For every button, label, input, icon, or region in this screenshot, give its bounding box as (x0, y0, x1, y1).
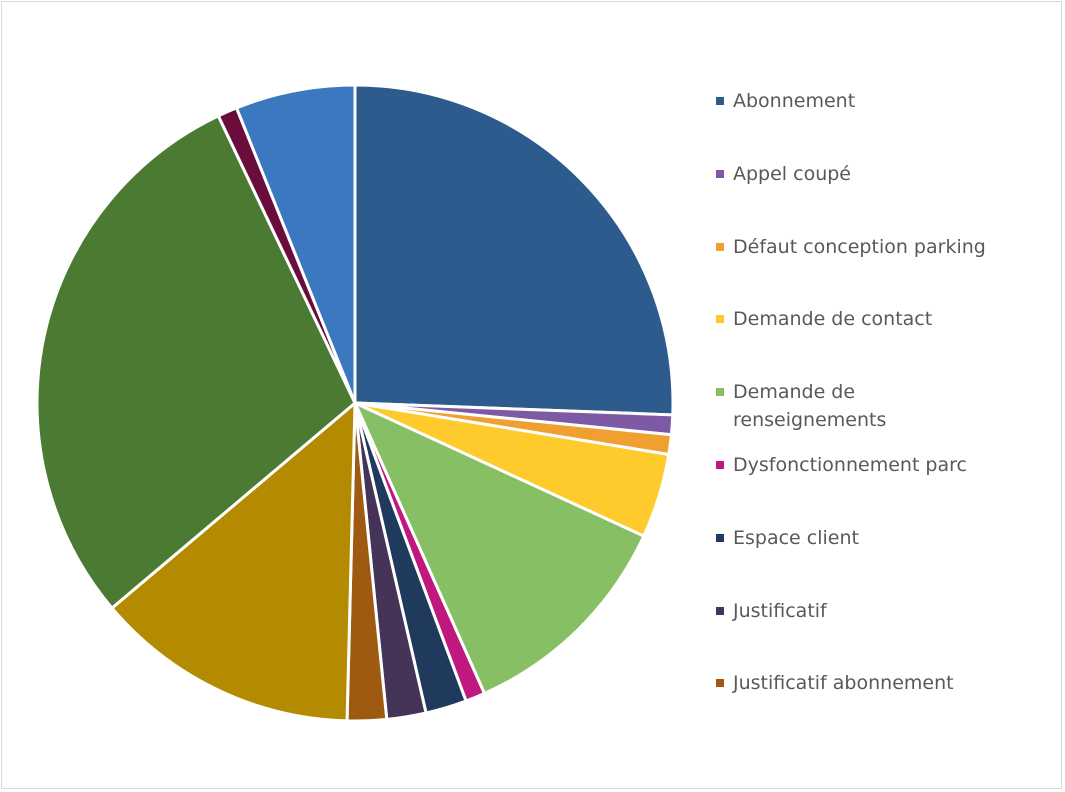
legend-swatch (716, 315, 724, 324)
legend-label: Défaut conception parking (733, 235, 986, 258)
legend-entry: Abonnement (716, 87, 855, 115)
legend-swatch (716, 169, 724, 178)
legend-label: Espace client (733, 526, 859, 549)
legend-label: Appel coupé (733, 162, 851, 185)
legend-entry: Dysfonctionnement parc (716, 451, 967, 479)
legend-entry: Défaut conception parking (716, 233, 986, 261)
legend-label: Dysfonctionnement parc (733, 454, 967, 476)
pie-slice (110, 401, 357, 723)
legend-label: Justificatif (733, 599, 827, 622)
legend-swatch (716, 606, 724, 615)
legend-entry: Justificatif abonnement (716, 669, 954, 697)
legend-swatch (716, 242, 724, 251)
pie-slice (235, 83, 357, 405)
legend-label: Demande de contact (733, 308, 933, 331)
pie-slice (353, 401, 646, 695)
legend-swatch (716, 388, 724, 397)
legend-label: Justificatif abonnement (733, 672, 954, 695)
legend-swatch (716, 97, 724, 105)
legend-swatch (716, 461, 724, 469)
legend-label: Demande de renseignements (733, 381, 887, 432)
legend-entry: Appel coupé (716, 160, 851, 188)
legend-swatch (716, 533, 724, 542)
legend-entry: Espace client (716, 524, 859, 552)
legend-entry: Justificatif (716, 597, 827, 625)
legend-swatch (716, 679, 724, 688)
legend-entry: Demande de renseignements (716, 378, 1001, 434)
legend-entry: Demande de contact (716, 305, 932, 333)
pie-slice (353, 83, 675, 417)
legend-label: Abonnement (733, 90, 856, 112)
